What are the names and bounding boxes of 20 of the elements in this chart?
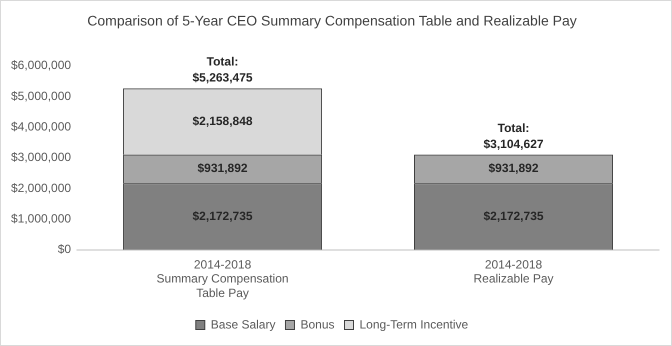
data-label: $931,892: [488, 161, 539, 176]
y-tick-label: $4,000,000: [10, 119, 72, 134]
legend-label: Long-Term Incentive: [360, 317, 469, 332]
chart-title: Comparison of 5-Year CEO Summary Compensation Table and Realizable Pay: [87, 12, 577, 28]
x-tick-label: 2014-2018 Summary Compensation Table Pay: [156, 257, 289, 300]
data-label: $2,172,735: [192, 208, 253, 223]
data-label: $931,892: [198, 161, 248, 176]
x-tick-label: 2014-2018 Realizable Pay: [473, 257, 554, 286]
y-tick-label: $5,000,000: [10, 88, 72, 103]
total-label: Total: $5,263,475: [192, 54, 253, 85]
total-label: Total: $3,104,627: [483, 120, 544, 151]
y-tick-label: $6,000,000: [10, 58, 72, 72]
y-tick-label: $3,000,000: [10, 150, 72, 164]
y-tick-label: $2,000,000: [10, 180, 72, 195]
y-tick-label: $0: [58, 242, 72, 256]
y-tick-label: $1,000,000: [10, 211, 72, 226]
data-label: $2,172,735: [483, 208, 544, 223]
data-label: $2,158,848: [192, 114, 253, 128]
legend-label: Base Salary: [210, 317, 276, 332]
legend-label: Bonus: [300, 317, 335, 332]
